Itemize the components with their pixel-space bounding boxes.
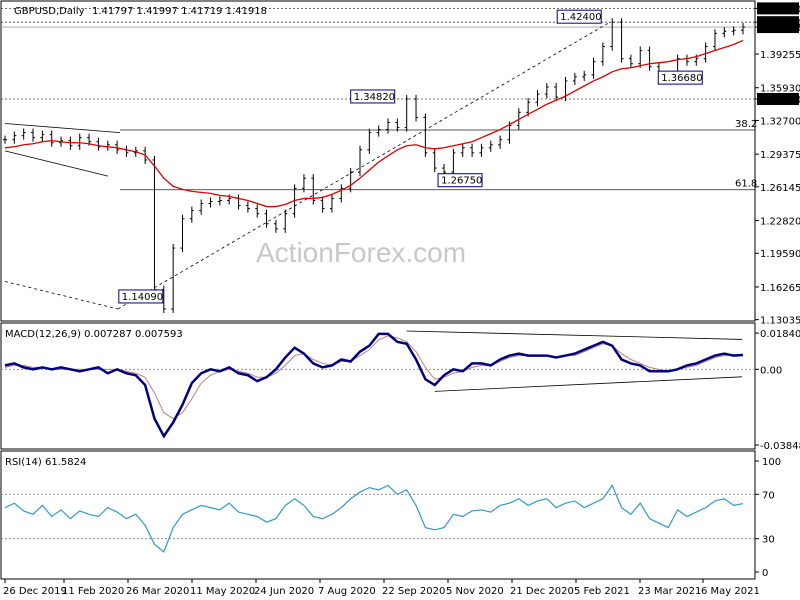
date-tick-label: 6 May 2021 — [701, 586, 760, 597]
fib-level-label: 61.8 — [735, 179, 757, 190]
price-tick-label: 1.39255 — [760, 50, 800, 61]
rsi-tick-label: 70 — [762, 490, 775, 501]
price-axis: 1.437601.424001.419181.392551.359301.348… — [755, 2, 800, 327]
price-tick-label: 1.34820 — [760, 95, 800, 106]
rsi-panel-frame — [0, 450, 756, 580]
price-tick-label: 1.32700 — [760, 116, 800, 127]
macd-tick-label: -0.038483 — [760, 441, 800, 452]
macd-tick-label: 0.00 — [760, 365, 782, 376]
price-tick-label: 1.41918 — [760, 23, 800, 34]
symbol-label: GBPUSD,Daily — [14, 6, 85, 17]
date-tick-label: 5 Feb 2021 — [574, 586, 630, 597]
price-tick-label: 1.19590 — [760, 249, 800, 260]
date-tick-label: 26 Dec 2019 — [3, 586, 67, 597]
price-label: 1.14090 — [118, 289, 164, 304]
macd-line — [4, 332, 744, 439]
price-tick-label: 1.35930 — [760, 84, 800, 95]
svg-text:1.34820: 1.34820 — [354, 92, 395, 103]
price-tick-label: 1.22820 — [760, 217, 800, 228]
moving-average-line — [4, 39, 744, 208]
price-label: 1.42400 — [556, 9, 602, 24]
ohlc-label: 1.41797 1.41997 1.41719 1.41918 — [92, 6, 267, 17]
macd-panel: 0.018403 0.00 -0.038483 — [1, 329, 800, 452]
rsi-tick-label: 0 — [762, 568, 768, 579]
price-tick-label: 1.13035 — [760, 316, 800, 327]
macd-tick-label: 0.018403 — [760, 329, 800, 340]
rsi-title: RSI(14) 61.5824 — [5, 457, 86, 468]
price-tick-label: 1.26145 — [760, 183, 800, 194]
macd-title: MACD(12,26,9) 0.007287 0.007593 — [5, 329, 183, 340]
date-tick-label: 5 Nov 2020 — [446, 586, 504, 597]
price-label: 1.36680 — [657, 70, 703, 85]
watermark: ActionForex.com — [256, 237, 466, 268]
svg-text:1.36680: 1.36680 — [661, 73, 702, 84]
macd-panel-frame — [0, 322, 756, 450]
price-labels: 1.14090 1.26750 1.34820 1.42400 1.36680 — [118, 9, 703, 304]
svg-text:1.42400: 1.42400 — [560, 12, 601, 23]
price-tick-label: 1.43760 — [760, 4, 800, 15]
price-tick-label: 1.29375 — [760, 150, 800, 161]
date-tick-label: 7 Aug 2020 — [318, 586, 376, 597]
rsi-line — [4, 484, 744, 554]
date-tick-label: 11 Feb 2020 — [62, 586, 124, 597]
macd-signal-line — [4, 335, 744, 420]
price-label: 1.26750 — [437, 173, 483, 188]
price-tick-label: 1.16265 — [760, 283, 800, 294]
date-tick-label: 21 Dec 2020 — [510, 586, 574, 597]
price-label: 1.34820 — [350, 89, 396, 104]
date-tick-label: 24 Jun 2020 — [254, 586, 314, 597]
fib-level-label: 38.2 — [735, 119, 757, 130]
rsi-tick-label: 100 — [762, 457, 781, 468]
date-tick-label: 11 May 2020 — [190, 586, 255, 597]
date-tick-label: 23 Mar 2021 — [638, 586, 701, 597]
price-panel-frame — [0, 0, 756, 322]
date-tick-label: 22 Sep 2020 — [382, 586, 445, 597]
rsi-tick-label: 30 — [762, 535, 775, 546]
rsi-panel: 100 70 30 0 — [1, 457, 781, 579]
svg-text:1.14090: 1.14090 — [122, 292, 163, 303]
svg-text:1.26750: 1.26750 — [441, 176, 482, 187]
date-tick-label: 26 Mar 2020 — [126, 586, 189, 597]
trendlines — [4, 21, 611, 310]
